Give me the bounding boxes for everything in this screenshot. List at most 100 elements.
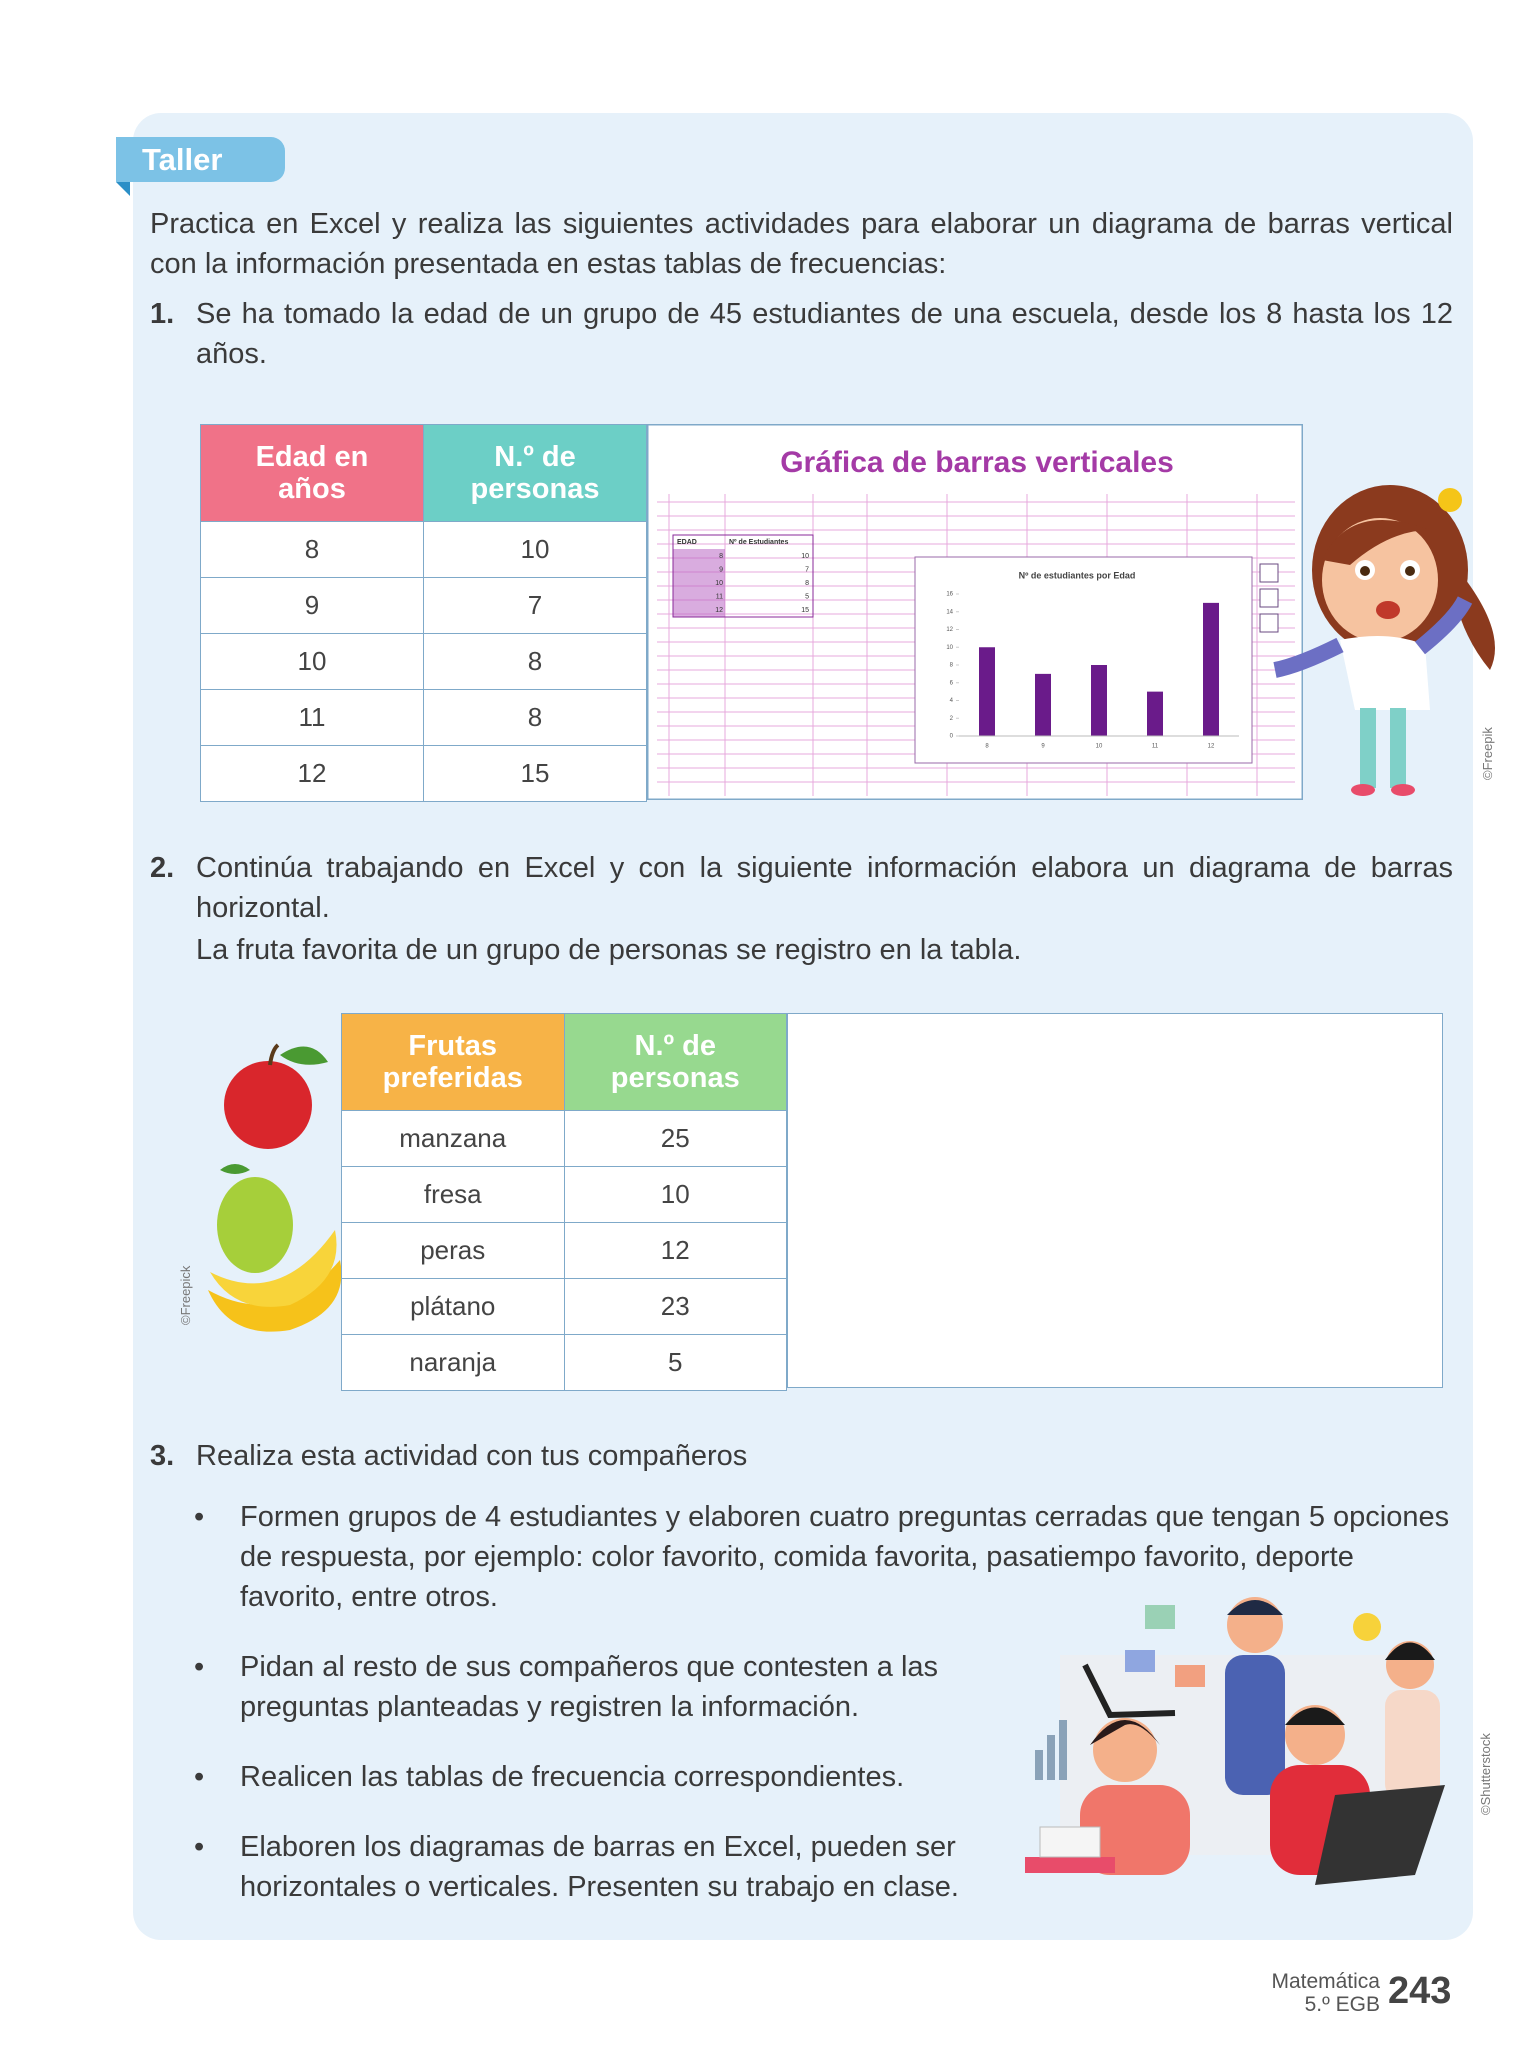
table-cell: manzana xyxy=(341,1110,565,1167)
excel-cell: 5 xyxy=(805,593,809,600)
header-row: Frutas preferidas N.º de personas xyxy=(341,1013,787,1111)
table-cell: 9 xyxy=(200,577,424,634)
excel-cell: 7 xyxy=(805,566,809,573)
table-row: plátano 23 xyxy=(341,1278,787,1335)
bar xyxy=(1035,673,1051,736)
bullet-mark: • xyxy=(194,1831,205,1863)
badge-tail xyxy=(116,182,130,196)
table-row: 11 8 xyxy=(200,689,647,746)
table-cell: 11 xyxy=(200,689,424,746)
y-tick-label: 16 xyxy=(946,592,953,598)
y-tick-label: 14 xyxy=(946,609,953,615)
page-number: 243 xyxy=(1388,1970,1452,2012)
selection-border xyxy=(672,534,814,618)
table-cell: 10 xyxy=(200,633,424,690)
excel-header: Nº de Estudiantes xyxy=(729,539,788,546)
table-cell: peras xyxy=(341,1222,565,1279)
excel-cell: 10 xyxy=(715,580,723,587)
table-cell: 10 xyxy=(423,521,647,578)
image-credit: ©Shutterstock xyxy=(1478,1733,1493,1815)
header-row: Edad en años N.º de personas xyxy=(200,424,647,522)
x-tick-label: 12 xyxy=(1208,744,1215,750)
footer-grade: 5.º EGB xyxy=(1304,1993,1380,2016)
bar xyxy=(1147,691,1163,736)
y-tick-label: 12 xyxy=(946,627,953,633)
figure-title: Gráfica de barras verticales xyxy=(780,446,1174,479)
excel-cell: 8 xyxy=(805,580,809,587)
y-tick-label: 10 xyxy=(946,645,953,651)
bullet-text: Elaboren los diagramas de barras en Exce… xyxy=(240,1831,959,1903)
header-cell: Edad en años xyxy=(200,424,424,522)
footer-subject: Matemática xyxy=(1271,1970,1380,1993)
girl-illustration xyxy=(1273,485,1495,796)
y-tick-label: 2 xyxy=(950,716,954,722)
table-cell: naranja xyxy=(341,1334,565,1391)
bar xyxy=(979,647,995,736)
header-cell: N.º de personas xyxy=(563,1013,787,1111)
excel-cell: 10 xyxy=(801,553,809,560)
table-cell: fresa xyxy=(341,1166,565,1223)
age-table: Edad en años N.º de personas 8 10 9 7 10 8 11 8 12… xyxy=(200,424,647,802)
bullet-mark: • xyxy=(194,1761,205,1793)
table-cell: 12 xyxy=(563,1222,787,1279)
y-tick-label: 4 xyxy=(950,698,954,704)
y-tick-label: 8 xyxy=(950,663,954,669)
excel-cell: 11 xyxy=(716,593,723,600)
table-cell: 23 xyxy=(563,1278,787,1335)
table-cell: 7 xyxy=(423,577,647,634)
bar xyxy=(1203,602,1219,736)
chart-tool-button xyxy=(1259,613,1279,633)
table-cell: plátano xyxy=(341,1278,565,1335)
table-row: 12 15 xyxy=(200,745,647,802)
header-cell: N.º de personas xyxy=(423,424,647,522)
item-text: Realiza esta actividad con tus compañero… xyxy=(196,1440,748,1472)
fruit-illustration xyxy=(208,1043,342,1332)
table-cell: 8 xyxy=(423,689,647,746)
table-row: naranja 5 xyxy=(341,1334,787,1391)
item-text: Continúa trabajando en Excel y con la si… xyxy=(196,852,1453,924)
excel-cell: 15 xyxy=(801,607,809,614)
table-row: manzana 25 xyxy=(341,1110,787,1167)
blank-chart-area xyxy=(787,1013,1443,1388)
chart-title: Nº de estudiantes por Edad xyxy=(1019,570,1136,580)
image-credit: ©Freepick xyxy=(178,1265,193,1325)
bullet-mark: • xyxy=(194,1651,205,1683)
bullet-mark: • xyxy=(194,1501,205,1533)
item-text: La fruta favorita de un grupo de persona… xyxy=(196,934,1022,966)
y-tick-label: 0 xyxy=(950,734,954,740)
table-cell: 10 xyxy=(563,1166,787,1223)
fruit-table: Frutas preferidas N.º de personas manzana 2… xyxy=(341,1013,787,1391)
item-text: Se ha tomado la edad de un grupo de 45 e… xyxy=(196,298,1453,370)
table-row: 8 10 xyxy=(200,521,647,578)
bullet-text: Formen grupos de 4 estudiantes y elabore… xyxy=(240,1501,1450,1613)
x-tick-label: 8 xyxy=(985,744,989,750)
section-badge: Taller xyxy=(116,137,285,182)
excel-figure: Gráfica de barras verticales EDAD Nº de Es… xyxy=(647,424,1303,800)
table-row: fresa 10 xyxy=(341,1166,787,1223)
chart-frame xyxy=(914,556,1253,764)
selection xyxy=(673,549,725,617)
header-cell: Frutas preferidas xyxy=(341,1013,565,1111)
item-number: 2. xyxy=(150,852,175,884)
y-tick-label: 6 xyxy=(950,680,954,686)
chart-tool-button xyxy=(1259,588,1279,608)
excel-header: EDAD xyxy=(677,539,697,546)
table-cell: 12 xyxy=(200,745,424,802)
chart-tool-button xyxy=(1259,563,1279,583)
table-row: peras 12 xyxy=(341,1222,787,1279)
table-row: 10 8 xyxy=(200,633,647,690)
intro-text: Practica en Excel y realiza las siguient… xyxy=(150,208,1453,280)
excel-cell: 9 xyxy=(719,566,723,573)
item-number: 3. xyxy=(150,1440,175,1472)
bullet-text: Pidan al resto de sus compañeros que con… xyxy=(240,1651,939,1723)
table-cell: 5 xyxy=(563,1334,787,1391)
excel-cell: 12 xyxy=(715,607,723,614)
x-tick-label: 10 xyxy=(1096,744,1103,750)
table-cell: 8 xyxy=(200,521,424,578)
image-credit: ©Freepik xyxy=(1480,727,1495,780)
bar xyxy=(1091,665,1107,736)
item-number: 1. xyxy=(150,298,175,330)
